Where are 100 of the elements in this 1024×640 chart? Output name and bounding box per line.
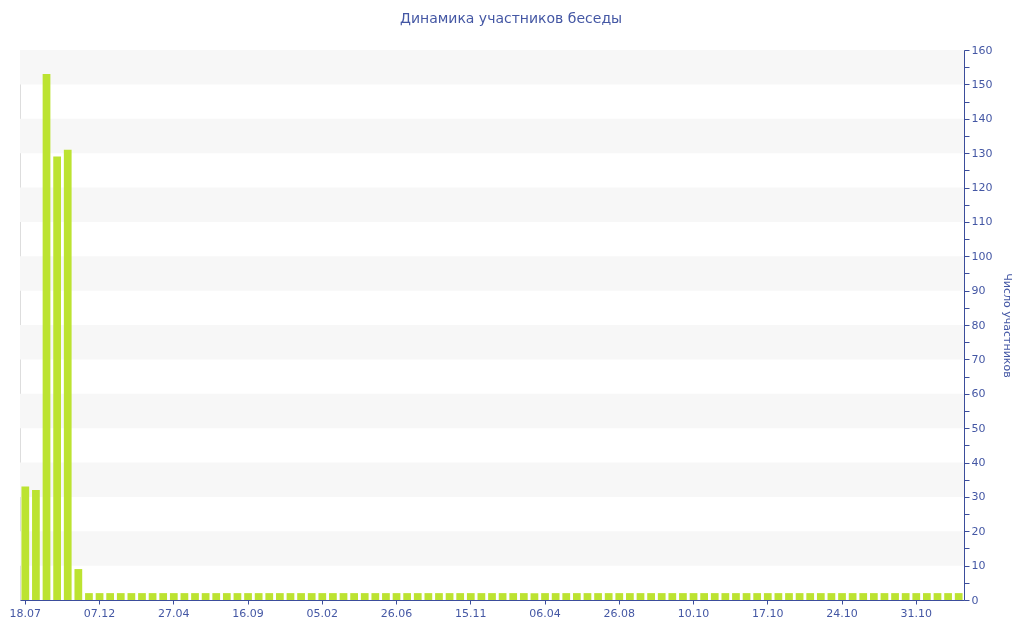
bar [127, 593, 136, 600]
bar [456, 593, 465, 600]
bar [95, 593, 104, 600]
bar [191, 593, 199, 600]
bar [138, 593, 146, 600]
x-tick-label: 06.04 [529, 606, 561, 620]
bar [265, 593, 274, 600]
y-tick-label: 0 [971, 593, 979, 607]
bar [827, 593, 836, 600]
bar [180, 593, 189, 600]
y-tick-label: 130 [971, 146, 993, 160]
bar [901, 593, 910, 600]
bar [488, 593, 496, 600]
bar [679, 593, 687, 600]
y-tick-label: 80 [971, 318, 986, 332]
bar [350, 593, 358, 600]
x-tick-label: 07.12 [83, 606, 116, 620]
bar [360, 593, 369, 600]
bar [329, 593, 337, 600]
y-tick-label: 110 [971, 215, 993, 229]
y-axis-title: Число участников [1001, 273, 1015, 378]
bar [85, 593, 93, 600]
bar [806, 593, 815, 600]
bar [233, 593, 242, 600]
bar [254, 593, 263, 600]
bar [838, 593, 846, 600]
bar [562, 593, 571, 600]
y-tick-label: 20 [971, 524, 986, 538]
y-tick-label: 50 [971, 421, 986, 435]
x-tick-label: 26.06 [380, 606, 413, 620]
bar [371, 593, 380, 600]
bar [307, 593, 316, 600]
x-tick-label: 10.10 [677, 606, 710, 620]
bar [42, 74, 51, 600]
bar [435, 593, 443, 600]
bar [795, 593, 804, 600]
x-tick-label: 26.08 [603, 606, 636, 620]
bar [700, 593, 709, 600]
bar [106, 593, 115, 600]
bar [222, 593, 231, 600]
bar [530, 593, 539, 600]
bar [212, 593, 221, 600]
bar [445, 593, 454, 600]
chart-title: Динамика участников беседы [399, 10, 623, 26]
bar [148, 593, 157, 600]
bar [275, 593, 284, 600]
bar [297, 593, 305, 600]
bar [785, 593, 793, 600]
bar [382, 593, 390, 600]
bar [424, 593, 433, 600]
bar [689, 593, 698, 600]
bar [944, 593, 952, 600]
bar [732, 593, 740, 600]
bar [53, 156, 61, 600]
bar [403, 593, 412, 600]
x-tick-label: 05.02 [306, 606, 339, 620]
y-tick-label: 150 [971, 77, 993, 91]
bar [339, 593, 348, 600]
y-tick-label: 10 [971, 559, 986, 573]
bar [244, 593, 252, 600]
bar [954, 593, 963, 600]
x-tick-label: 17.10 [752, 606, 784, 620]
bar [21, 486, 30, 600]
bar [859, 593, 868, 600]
bar [541, 593, 549, 600]
y-tick-label: 30 [971, 490, 986, 504]
x-tick-label: 31.10 [900, 606, 933, 620]
bar [891, 593, 899, 600]
bar [74, 569, 83, 600]
bar [519, 593, 528, 600]
bar [116, 593, 125, 600]
bar [816, 593, 825, 600]
y-tick-label: 40 [971, 456, 986, 469]
bar [869, 593, 878, 600]
bar [572, 593, 581, 600]
bar [657, 593, 666, 600]
bar [318, 593, 327, 600]
y-tick-label: 100 [971, 249, 993, 263]
bar [721, 593, 730, 600]
bar [551, 593, 560, 600]
x-tick-label: 16.09 [232, 606, 264, 620]
x-tick-label: 18.07 [9, 606, 42, 620]
y-tick-label: 70 [971, 352, 986, 366]
bar [286, 593, 295, 600]
bar [710, 593, 719, 600]
bar [477, 593, 486, 600]
bar [880, 593, 889, 600]
bar [201, 593, 210, 600]
bar [594, 593, 602, 600]
bar [923, 593, 931, 600]
bar [63, 149, 72, 600]
bar [498, 593, 507, 600]
bar [753, 593, 762, 600]
bar [774, 593, 783, 600]
bar [509, 593, 518, 600]
y-tick-label: 160 [971, 43, 993, 57]
bar [466, 593, 475, 600]
x-tick-label: 15.11 [455, 606, 487, 620]
bar [912, 593, 921, 600]
bar [615, 593, 624, 600]
